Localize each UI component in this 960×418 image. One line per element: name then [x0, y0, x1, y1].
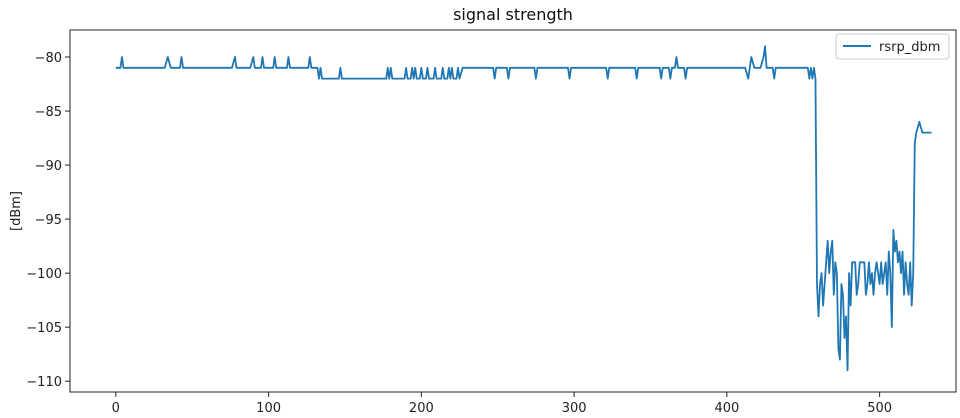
series-line-rsrp-dbm: [115, 45, 932, 372]
x-tick-label: 300: [562, 401, 587, 416]
y-tick-label: −95: [35, 213, 62, 228]
y-tick-label: −110: [26, 375, 62, 390]
axis-ticks: 0 100 200 300 400 500 −110 −105 −100 −95 −90 −85 −80: [26, 51, 892, 416]
x-tick-label: 500: [867, 401, 892, 416]
y-tick-label: −100: [26, 267, 62, 282]
legend-box: [835, 33, 950, 60]
y-tick-label: −90: [35, 159, 62, 174]
x-tick-label: 200: [409, 401, 434, 416]
y-tick-label: −105: [26, 321, 62, 336]
legend: rsrp_dbm: [835, 33, 950, 60]
y-axis-label: [dBm]: [9, 191, 24, 231]
series-layer: [115, 45, 932, 372]
y-tick-label: −85: [35, 105, 62, 120]
x-tick-label: 100: [256, 401, 281, 416]
x-tick-label: 400: [714, 401, 739, 416]
y-tick-label: −80: [35, 51, 62, 66]
plot-area-frame: [69, 29, 957, 393]
x-tick-label: 0: [112, 401, 120, 416]
chart-title: signal strength: [453, 5, 573, 24]
legend-entry-rsrp-dbm: rsrp_dbm: [879, 40, 940, 55]
